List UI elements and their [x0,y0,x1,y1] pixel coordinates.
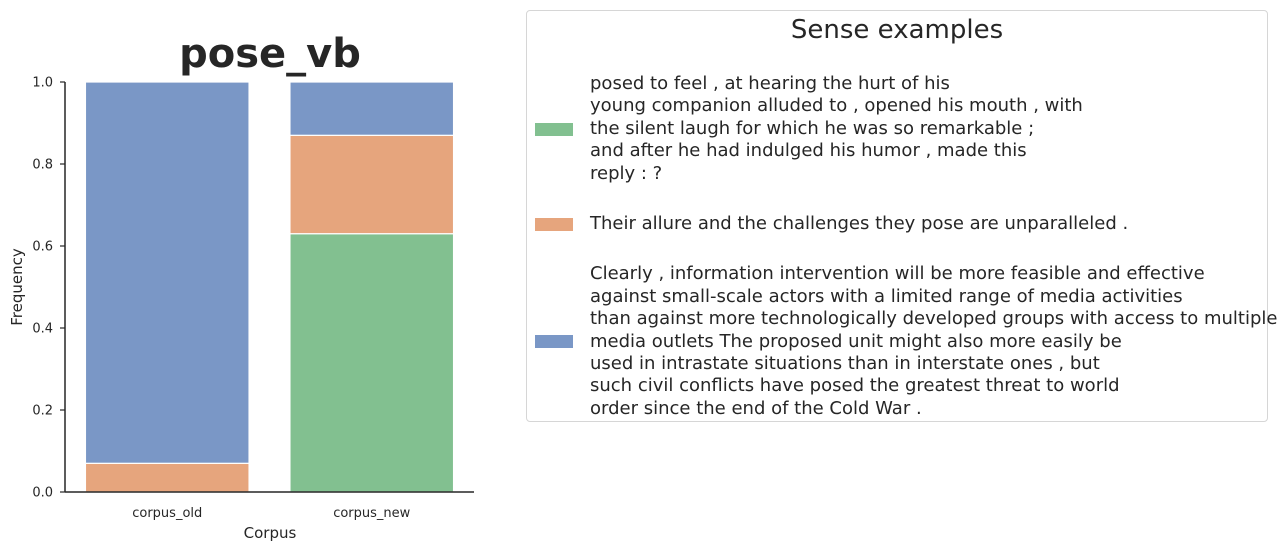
legend-swatch [535,217,573,231]
y-tick-label: 0.6 [32,240,53,255]
x-axis-label: Corpus [244,524,297,542]
legend-text: Their allure and the challenges they pos… [590,213,1263,235]
y-tick-label: 1.0 [32,76,53,91]
legend-text-line: reply : ? [590,162,663,184]
bar-corpus_new-segment-1 [289,134,455,235]
legend-text-line: against small-scale actors with a limite… [590,285,1183,307]
legend-text-line: the silent laugh for which he was so rem… [590,117,1035,139]
x-tick-label-corpus_new: corpus_new [333,506,410,521]
legend-text-line: media outlets The proposed unit might al… [590,330,1122,352]
bar-corpus_new-segment-2 [289,81,455,136]
legend-text-line: young companion alluded to , opened his … [590,95,1083,117]
legend-entry: Their allure and the challenges they pos… [527,213,1267,235]
legend-text-line: order since the end of the Cold War . [590,397,922,419]
legend-text-line: and after he had indulged his humor , ma… [590,140,1027,162]
chart-title: pose_vb [179,31,361,77]
legend-swatch [535,122,573,136]
legend-text-line: used in intrastate situations than in in… [590,353,1100,375]
y-tick-label: 0.4 [32,322,53,337]
legend-text-line: Their allure and the challenges they pos… [590,213,1129,234]
y-tick-label: 0.2 [32,404,53,419]
legend-text-line: than against more technologically develo… [590,308,1278,330]
legend-text: posed to feel , at hearing the hurt of h… [590,73,1263,185]
axes-layer [64,82,474,493]
legend-entry: Clearly , information intervention will … [527,263,1278,420]
bar-corpus_old-segment-1 [84,462,250,493]
bar-corpus_old-segment-2 [84,81,250,464]
legend-text: Clearly , information intervention will … [590,263,1278,420]
x-tick-label-corpus_old: corpus_old [132,506,202,521]
legend: Sense examples posed to feel , at hearin… [526,10,1278,422]
bar-chart: pose_vb 0.0 0.2 0.4 0.6 0.8 1.0 corpus_old corp… [8,31,474,542]
legend-text-line: Clearly , information intervention will … [590,263,1205,285]
y-tick-label: 0.8 [32,158,53,173]
legend-text-line: posed to feel , at hearing the hurt of h… [590,73,950,94]
legend-entry: posed to feel , at hearing the hurt of h… [527,73,1267,185]
bar-corpus_new-segment-0 [289,233,455,493]
legend-text-line: such civil conflicts have posed the grea… [590,375,1120,397]
legend-title: Sense examples [790,15,1004,45]
bars-layer [84,81,455,493]
y-axis-label: Frequency [8,248,26,326]
legend-swatch [535,335,573,349]
y-tick-label: 0.0 [32,486,53,501]
ticks-layer: 0.0 0.2 0.4 0.6 0.8 1.0 corpus_old corpus_new [32,76,410,522]
